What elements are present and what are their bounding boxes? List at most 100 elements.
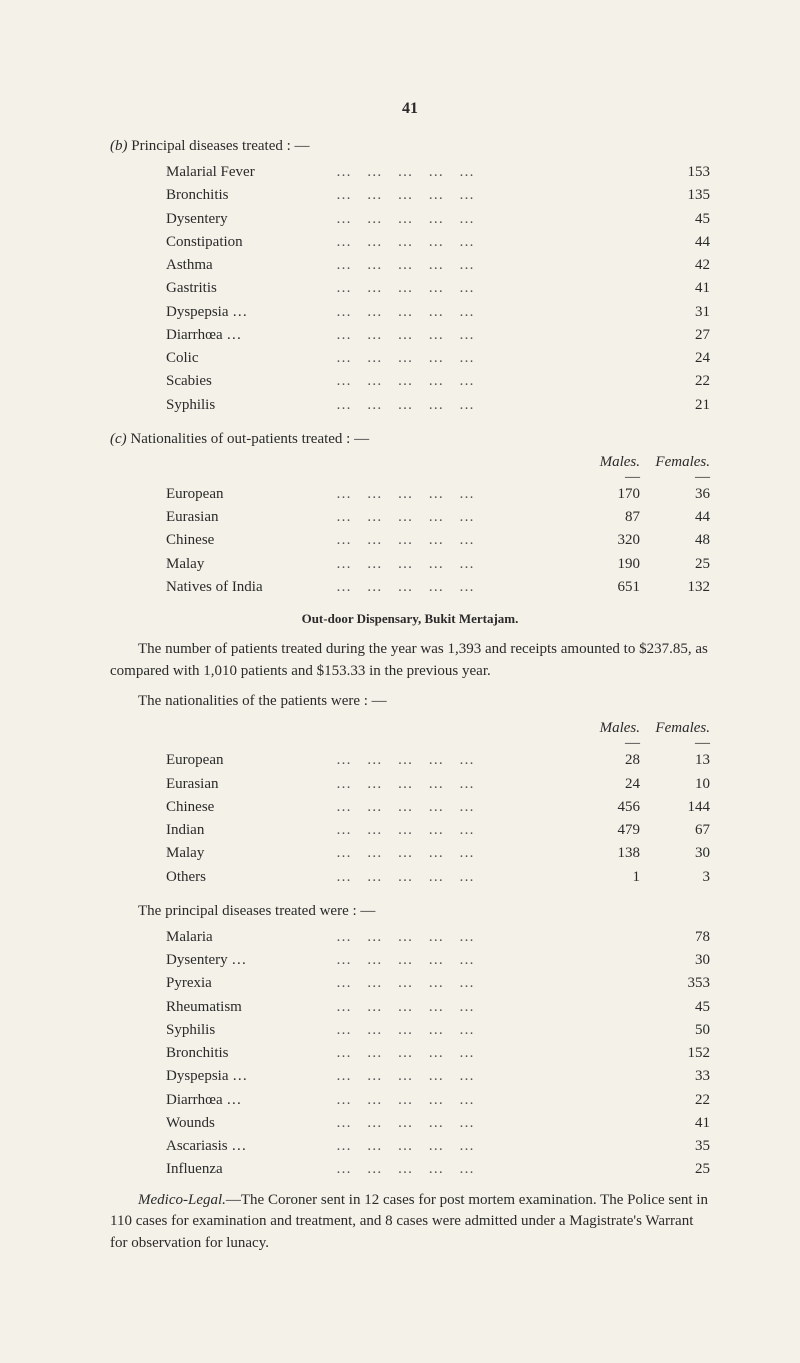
row-dots: … … … … … — [336, 529, 580, 552]
row-dots: … … … … … — [336, 254, 640, 277]
row-dots: … … … … … — [336, 796, 580, 819]
row-name: Asthma — [166, 254, 336, 277]
row-name: Dysentery … — [166, 949, 336, 972]
row-males: 479 — [580, 819, 640, 842]
dispensary-heading: Out-door Dispensary, Bukit Mertajam. — [110, 611, 710, 627]
table-row: Dysentery… … … … …45 — [110, 208, 710, 231]
table-row: Eurasian… … … … …2410 — [110, 773, 710, 796]
row-name: Syphilis — [166, 1019, 336, 1042]
section-c-heading: (c) Nationalities of out-patients treate… — [110, 431, 710, 448]
table-row: Eurasian… … … … …8744 — [110, 506, 710, 529]
row-dots: … … … … … — [336, 972, 640, 995]
table-row: Diarrhœa …… … … … …22 — [110, 1089, 710, 1112]
section-b-label: (b) — [110, 138, 128, 154]
row-name: Indian — [166, 819, 336, 842]
nat-rows: European… … … … …2813Eurasian… … … … …24… — [110, 749, 710, 889]
row-name: Chinese — [166, 796, 336, 819]
row-dots: … … … … … — [336, 773, 580, 796]
table-row: Malarial Fever… … … … …153 — [110, 161, 710, 184]
row-name: Ascariasis … — [166, 1135, 336, 1158]
row-females: 30 — [640, 842, 710, 865]
row-value: 21 — [640, 394, 710, 417]
row-name: Natives of India — [166, 576, 336, 599]
row-name: Syphilis — [166, 394, 336, 417]
section-b-rows: Malarial Fever… … … … …153Bronchitis… … … — [110, 161, 710, 417]
row-value: 152 — [640, 1042, 710, 1065]
table-row: Asthma… … … … …42 — [110, 254, 710, 277]
row-dots: … … … … … — [336, 866, 580, 889]
row-males: 1 — [580, 866, 640, 889]
row-dots: … … … … … — [336, 553, 580, 576]
row-name: Dyspepsia … — [166, 301, 336, 324]
table-row: Chinese… … … … …32048 — [110, 529, 710, 552]
row-name: Malay — [166, 842, 336, 865]
nat-underline: — — — [110, 737, 710, 749]
table-row: Bronchitis… … … … …135 — [110, 184, 710, 207]
row-name: Eurasian — [166, 773, 336, 796]
row-females: 48 — [640, 529, 710, 552]
row-dots: … … … … … — [336, 184, 640, 207]
row-value: 153 — [640, 161, 710, 184]
row-dots: … … … … … — [336, 949, 640, 972]
row-dots: … … … … … — [336, 394, 640, 417]
section-c-header: Males. Females. — [110, 454, 710, 471]
table-row: Malay… … … … …19025 — [110, 553, 710, 576]
row-males: 138 — [580, 842, 640, 865]
section-c-label: (c) — [110, 431, 127, 447]
table-row: European… … … … …2813 — [110, 749, 710, 772]
row-value: 45 — [640, 208, 710, 231]
table-row: Influenza… … … … …25 — [110, 1158, 710, 1181]
row-name: Constipation — [166, 231, 336, 254]
row-dots: … … … … … — [336, 1158, 640, 1181]
row-females: 36 — [640, 483, 710, 506]
diseases2-rows: Malaria… … … … …78Dysentery …… … … … …30… — [110, 926, 710, 1182]
row-name: Malaria — [166, 926, 336, 949]
row-males: 170 — [580, 483, 640, 506]
row-females: 67 — [640, 819, 710, 842]
row-name: Eurasian — [166, 506, 336, 529]
table-row: Pyrexia… … … … …353 — [110, 972, 710, 995]
table-row: Natives of India… … … … …651132 — [110, 576, 710, 599]
row-value: 27 — [640, 324, 710, 347]
row-dots: … … … … … — [336, 231, 640, 254]
row-dots: … … … … … — [336, 1135, 640, 1158]
row-dots: … … … … … — [336, 483, 580, 506]
row-dots: … … … … … — [336, 324, 640, 347]
section-b-text: Principal diseases treated : — — [131, 138, 309, 154]
row-name: Dysentery — [166, 208, 336, 231]
row-dots: … … … … … — [336, 301, 640, 324]
row-value: 45 — [640, 996, 710, 1019]
row-dots: … … … … … — [336, 1065, 640, 1088]
row-dots: … … … … … — [336, 996, 640, 1019]
row-value: 353 — [640, 972, 710, 995]
row-name: Malay — [166, 553, 336, 576]
row-females: 44 — [640, 506, 710, 529]
row-dots: … … … … … — [336, 749, 580, 772]
row-value: 25 — [640, 1158, 710, 1181]
paragraph-1: The number of patients treated during th… — [110, 639, 710, 683]
row-value: 44 — [640, 231, 710, 254]
row-dots: … … … … … — [336, 1019, 640, 1042]
row-value: 30 — [640, 949, 710, 972]
row-dots: … … … … … — [336, 819, 580, 842]
table-row: Bronchitis… … … … …152 — [110, 1042, 710, 1065]
row-dots: … … … … … — [336, 1042, 640, 1065]
table-row: European… … … … …17036 — [110, 483, 710, 506]
table-row: Wounds… … … … …41 — [110, 1112, 710, 1135]
table-row: Syphilis… … … … …50 — [110, 1019, 710, 1042]
paragraph-2: The nationalities of the patients were :… — [110, 691, 710, 713]
row-value: 41 — [640, 1112, 710, 1135]
row-males: 456 — [580, 796, 640, 819]
table-row: Malay… … … … …13830 — [110, 842, 710, 865]
row-name: Bronchitis — [166, 184, 336, 207]
row-name: European — [166, 483, 336, 506]
table-row: Constipation… … … … …44 — [110, 231, 710, 254]
row-value: 42 — [640, 254, 710, 277]
section-c-text: Nationalities of out-patients treated : … — [130, 431, 369, 447]
row-females: 10 — [640, 773, 710, 796]
nat-header: Males. Females. — [110, 720, 710, 737]
table-row: Dyspepsia …… … … … …31 — [110, 301, 710, 324]
section-c-rows: European… … … … …17036Eurasian… … … … …8… — [110, 483, 710, 599]
row-name: Pyrexia — [166, 972, 336, 995]
row-dots: … … … … … — [336, 1112, 640, 1135]
